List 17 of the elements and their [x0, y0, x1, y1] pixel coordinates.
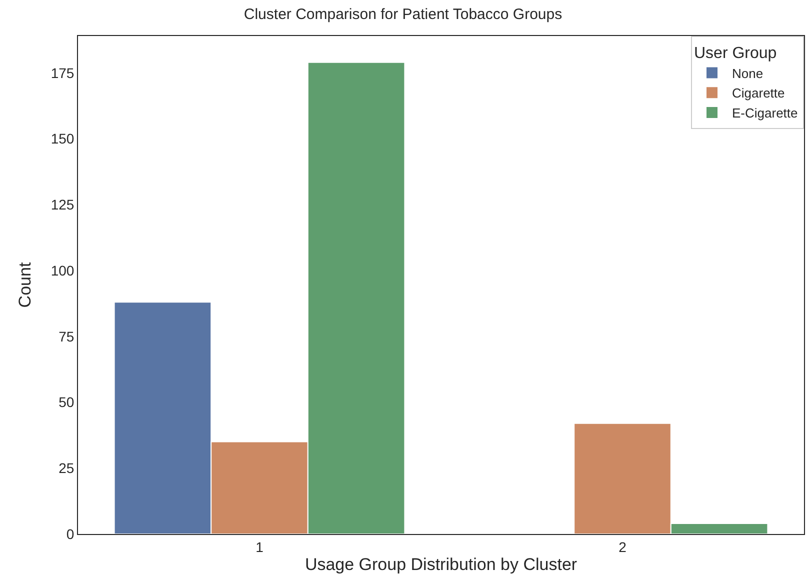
- y-tick-label: 175: [50, 64, 74, 81]
- y-tick-label: 75: [58, 328, 74, 344]
- y-axis-title: Count: [15, 262, 34, 308]
- x-axis-title: Usage Group Distribution by Cluster: [304, 555, 578, 574]
- chart-title: Cluster Comparison for Patient Tobacco Groups: [244, 6, 562, 24]
- y-tick-label: 25: [58, 460, 74, 476]
- y-tick-label: 0: [66, 526, 74, 542]
- x-tick-label: 1: [256, 538, 264, 555]
- y-tick-label: 100: [50, 262, 74, 278]
- x-tick-label: 2: [618, 538, 627, 555]
- legend-label: None: [732, 66, 764, 81]
- y-tick-label: 50: [58, 394, 74, 410]
- legend-label: E-Cigarette: [732, 106, 798, 121]
- legend-label: Cigarette: [732, 86, 785, 101]
- legend-title: User Group: [694, 44, 777, 62]
- y-tick-label: 125: [50, 196, 74, 213]
- y-tick-label: 150: [50, 130, 74, 147]
